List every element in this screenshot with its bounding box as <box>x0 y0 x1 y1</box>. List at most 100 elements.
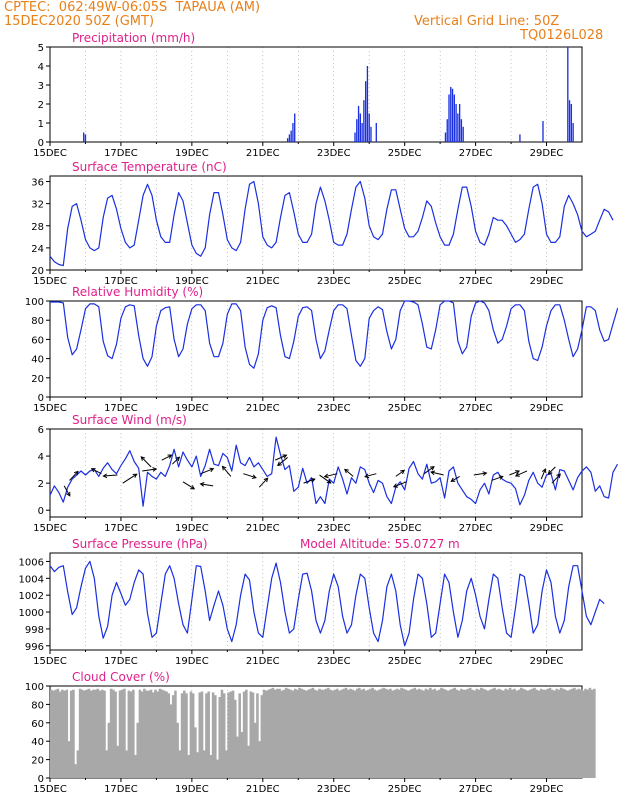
temp-xtick-label: 27DEC <box>459 276 493 287</box>
wind-vector <box>161 454 172 461</box>
wind-vector <box>551 473 561 484</box>
precip-frame <box>49 46 583 143</box>
rh-xtick-label: 23DEC <box>317 403 351 414</box>
cloud-column <box>488 689 492 778</box>
wind-arrowhead <box>282 454 288 459</box>
wind-vector <box>200 468 214 475</box>
precip-bar <box>455 104 457 142</box>
cloud-column <box>296 689 299 778</box>
cloud-column <box>245 689 248 778</box>
wind-arrowhead <box>175 456 181 462</box>
cloud-column <box>455 689 459 778</box>
cloud-column <box>167 693 171 778</box>
rh-xtick-label: 25DEC <box>388 403 422 414</box>
wind-arrowhead <box>541 468 547 474</box>
wind-arrowhead <box>326 479 332 484</box>
cloud-column <box>457 690 461 778</box>
cloud-column <box>435 690 439 778</box>
cloud-column <box>61 689 64 778</box>
cloud-column <box>577 688 581 778</box>
cloud-column <box>495 689 499 778</box>
cloud-column <box>67 741 71 778</box>
cloud-column <box>114 691 117 778</box>
cloud-column <box>351 689 355 778</box>
rh-xtick-label: 17DEC <box>104 403 138 414</box>
cloud-column <box>273 689 277 778</box>
cloud-column <box>360 689 363 778</box>
cloud-column <box>156 691 159 778</box>
temp-xtick-label: 17DEC <box>104 276 138 287</box>
wind-vector <box>450 475 460 482</box>
cloud-column <box>293 688 297 778</box>
temp-ytick-label: 20 <box>31 266 44 277</box>
cloud-column <box>229 691 233 778</box>
grid-note: Vertical Grid Line: 50Z <box>414 14 560 29</box>
wind-arrowhead <box>132 473 138 478</box>
cloud-ytick-label: 0 <box>38 774 44 785</box>
pressure-line <box>49 560 605 647</box>
cloud-column <box>276 688 279 778</box>
cloud-column <box>508 687 512 778</box>
wind-vector <box>430 471 444 476</box>
wind-vector <box>509 470 520 476</box>
cloud-column <box>566 690 570 778</box>
precip-bar <box>354 132 356 142</box>
wind-vector <box>258 477 269 488</box>
cloud-column <box>429 687 432 778</box>
cloud-ytick-label: 80 <box>31 700 44 711</box>
wind-xtick-label: 25DEC <box>388 523 422 534</box>
cloud-xtick-label: 25DEC <box>388 784 422 795</box>
rh-ytick-label: 100 <box>25 297 44 308</box>
cloud-column <box>278 688 281 778</box>
wind-arrowhead <box>556 473 561 479</box>
wind-xtick-label: 23DEC <box>317 523 351 534</box>
cloud-column <box>400 687 403 778</box>
wind-vector <box>324 473 338 478</box>
cloud-column <box>417 688 421 778</box>
precip-bar <box>450 86 452 142</box>
cloud-xtick-label: 23DEC <box>317 784 351 795</box>
cloud-column <box>194 727 197 778</box>
precip-bar <box>572 123 574 142</box>
cloud-column <box>260 695 264 778</box>
cloud-column <box>431 689 434 778</box>
cloud-column <box>468 687 472 778</box>
precip-xtick-label: 29DEC <box>530 148 564 159</box>
precip-bar <box>368 113 370 142</box>
cloud-column <box>103 690 106 778</box>
rh-ytick-label: 60 <box>31 335 44 346</box>
wind-arrowhead <box>498 475 504 480</box>
wind-vector <box>540 468 546 480</box>
cloud-column <box>557 689 561 778</box>
wind-line <box>49 436 618 507</box>
precip-bar <box>290 130 292 142</box>
cloud-column <box>200 691 204 778</box>
temp-xtick-label: 15DEC <box>33 276 67 287</box>
precip-bar <box>356 119 358 142</box>
pressure-xtick-label: 15DEC <box>33 656 67 667</box>
wind-arrowhead <box>251 474 257 479</box>
wind-vector <box>395 469 405 477</box>
precip-title: Precipitation (mm/h) <box>72 31 195 45</box>
pressure-ytick-label: 998 <box>25 625 44 636</box>
wind-vector <box>515 470 528 477</box>
pressure-xtick-label: 21DEC <box>246 656 280 667</box>
cloud-column <box>202 750 206 778</box>
precip-bar <box>366 66 369 142</box>
wind-xtick-label: 27DEC <box>459 523 493 534</box>
cloud-column <box>258 741 261 778</box>
cloud-column <box>132 689 135 778</box>
wind-arrowhead <box>364 473 370 479</box>
cloud-column <box>522 688 525 778</box>
cloud-column <box>389 688 392 778</box>
precip-bar <box>542 121 544 142</box>
wind-xtick-label: 17DEC <box>104 523 138 534</box>
cloud-column <box>475 688 479 778</box>
precip-bar <box>446 119 448 142</box>
cloud-column <box>451 688 454 778</box>
cloud-column <box>271 687 275 778</box>
cloud-column <box>513 688 516 778</box>
precip-bar <box>453 94 455 142</box>
precip-bar <box>568 100 571 142</box>
cloud-column <box>171 695 175 778</box>
